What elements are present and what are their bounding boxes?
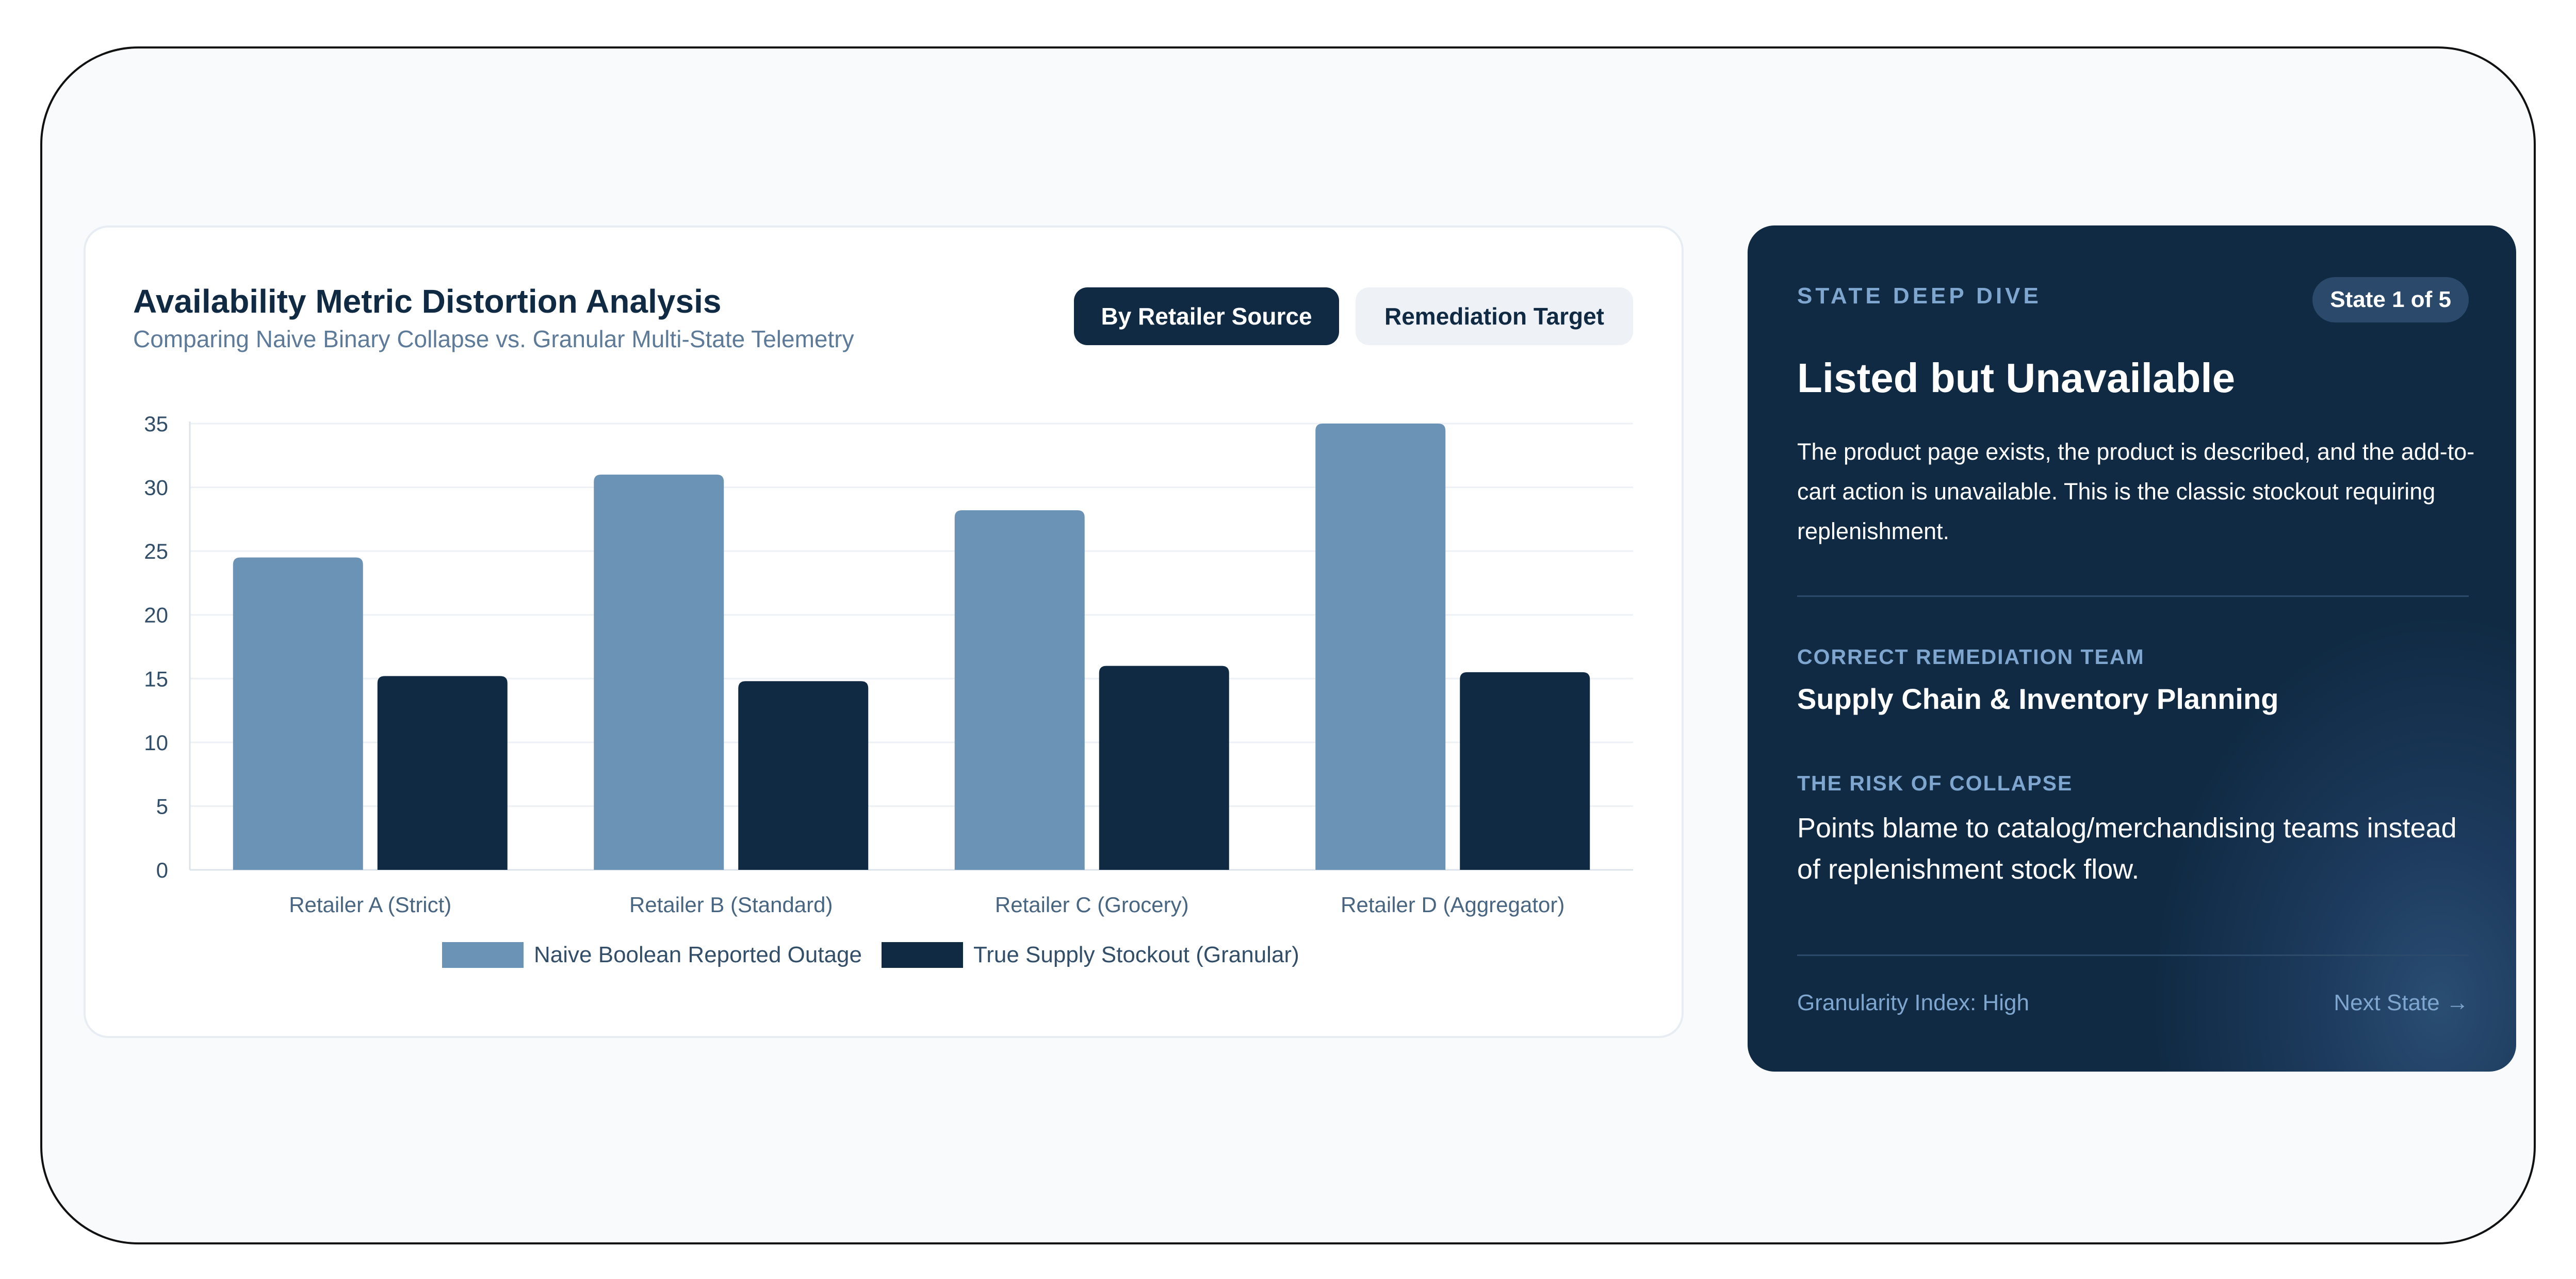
- bar-naive: [594, 474, 724, 870]
- y-tick-label: 0: [156, 858, 168, 882]
- legend-item-true: True Supply Stockout (Granular): [881, 942, 1299, 968]
- x-tick-label: Retailer A (Strict): [289, 893, 451, 917]
- panel-description: The product page exists, the product is …: [1797, 439, 2475, 544]
- bar-true: [377, 676, 508, 870]
- bar-true: [1099, 666, 1229, 870]
- y-tick-label: 30: [144, 476, 168, 500]
- x-tick-label: Retailer B (Standard): [629, 893, 833, 917]
- next-state-link[interactable]: Next State →: [2334, 990, 2469, 1015]
- legend-swatch-naive: [442, 942, 524, 968]
- legend-swatch-true: [881, 942, 963, 968]
- x-tick-label: Retailer D (Aggregator): [1341, 893, 1564, 917]
- chart-subtitle: Comparing Naive Binary Collapse vs. Gran…: [133, 326, 854, 352]
- toggle-by-retailer-source[interactable]: By Retailer Source: [1074, 287, 1339, 345]
- y-tick-label: 20: [144, 603, 168, 627]
- y-tick-label: 10: [144, 731, 168, 755]
- bar-true: [1460, 672, 1590, 870]
- chart-legend: Naive Boolean Reported Outage True Suppl…: [442, 942, 1319, 968]
- chart-title: Availability Metric Distortion Analysis: [133, 283, 722, 320]
- granularity-index: Granularity Index: High: [1797, 990, 2029, 1015]
- state-deep-dive-panel: STATE DEEP DIVE State 1 of 5 Listed but …: [1748, 225, 2516, 1072]
- panel-divider-footer: [1797, 954, 2469, 956]
- y-tick-label: 15: [144, 667, 168, 691]
- legend-item-naive: Naive Boolean Reported Outage: [442, 942, 862, 968]
- risk-value: Points blame to catalog/merchandising te…: [1797, 813, 2457, 885]
- bar-naive: [233, 557, 363, 870]
- remediation-team-value: Supply Chain & Inventory Planning: [1797, 683, 2279, 715]
- bar-chart: 0 5 10 15 20 25 30 35 Retailer A (Strict) Retaile…: [144, 412, 1633, 917]
- panel-title: Listed but Unavailable: [1797, 355, 2236, 401]
- legend-label-naive: Naive Boolean Reported Outage: [534, 942, 862, 967]
- y-tick-label: 5: [156, 794, 168, 818]
- toggle-remediation-target[interactable]: Remediation Target: [1356, 287, 1633, 345]
- bar-naive: [1315, 424, 1446, 870]
- risk-label: THE RISK OF COLLAPSE: [1797, 771, 2073, 795]
- legend-label-true: True Supply Stockout (Granular): [973, 942, 1299, 967]
- y-tick-label: 35: [144, 412, 168, 436]
- panel-divider: [1797, 595, 2469, 597]
- remediation-team-label: CORRECT REMEDIATION TEAM: [1797, 645, 2145, 669]
- y-tick-label: 25: [144, 539, 168, 563]
- bar-naive: [954, 510, 1085, 870]
- panel-eyebrow: STATE DEEP DIVE: [1797, 283, 2042, 309]
- x-tick-label: Retailer C (Grocery): [995, 893, 1189, 917]
- bar-true: [738, 681, 869, 870]
- state-badge: State 1 of 5: [2312, 277, 2469, 322]
